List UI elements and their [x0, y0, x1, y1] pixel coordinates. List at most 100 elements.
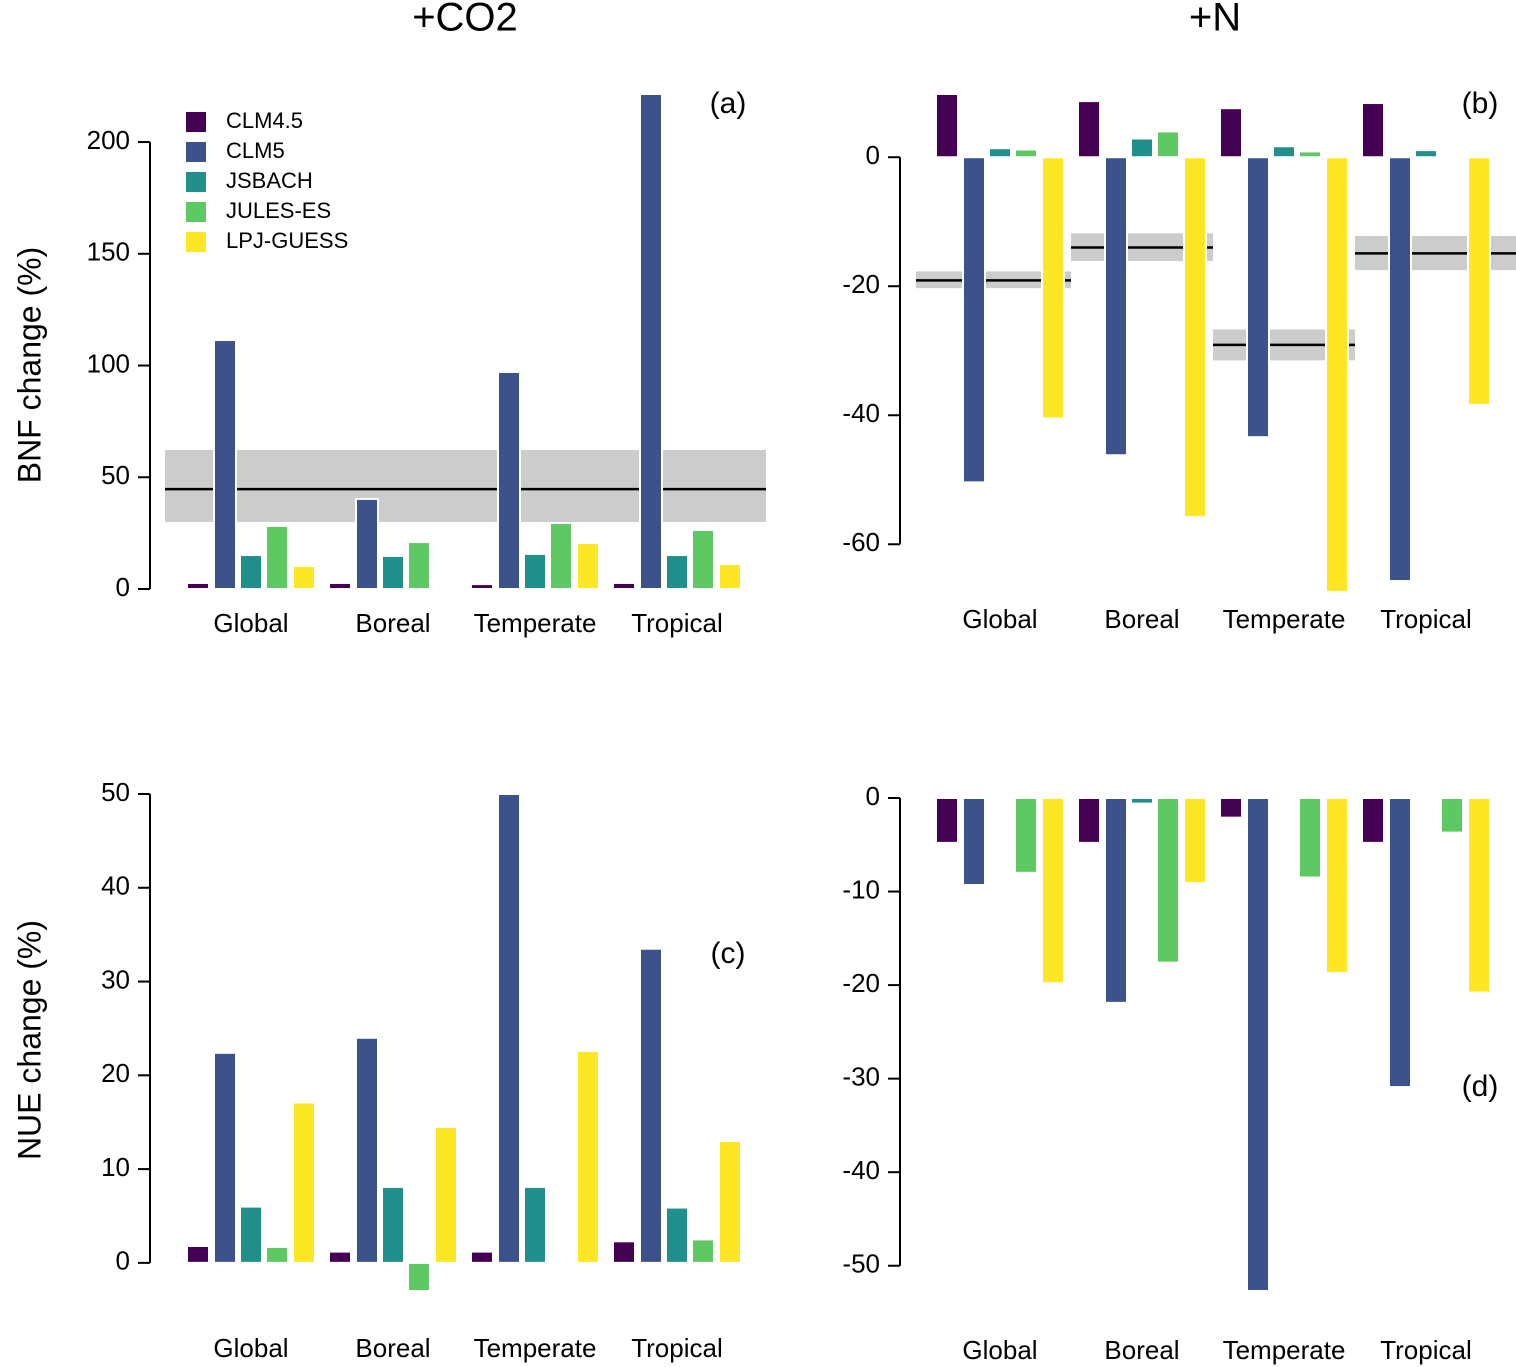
bar — [265, 524, 289, 590]
y-tick-label: -20 — [842, 968, 880, 998]
bar — [988, 797, 1012, 801]
bar — [1130, 797, 1154, 805]
y-tick-label: 0 — [866, 140, 880, 170]
bar — [691, 1238, 715, 1264]
bar — [470, 583, 494, 590]
bar — [639, 947, 663, 1264]
panel-label: (c) — [711, 937, 746, 970]
column-title: +CO2 — [412, 0, 518, 40]
bar — [292, 564, 316, 590]
y-tick-label: 40 — [101, 871, 130, 901]
legend-label: JSBACH — [226, 168, 313, 193]
bar — [665, 1206, 689, 1264]
bar — [1388, 156, 1412, 583]
x-tick-label: Global — [213, 608, 288, 638]
x-tick-label: Global — [213, 1333, 288, 1363]
reference-range — [165, 449, 766, 522]
bar — [1183, 156, 1207, 519]
x-tick-label: Boreal — [1104, 604, 1179, 634]
x-tick-label: Temperate — [474, 1333, 597, 1363]
bar — [691, 529, 715, 590]
bar — [407, 1261, 431, 1292]
x-tick-label: Temperate — [1223, 1335, 1346, 1365]
bar — [265, 1245, 289, 1264]
bar — [239, 554, 263, 591]
legend-label: CLM5 — [226, 138, 285, 163]
bar — [718, 1139, 742, 1264]
legend-label: JULES-ES — [226, 198, 331, 223]
bar — [381, 554, 405, 591]
bar — [292, 1101, 316, 1264]
bar — [1272, 145, 1296, 159]
bar — [665, 554, 689, 591]
bar — [1077, 797, 1101, 844]
y-axis-label: BNF change (%) — [11, 247, 47, 484]
x-tick-label: Boreal — [1104, 1335, 1179, 1365]
bar — [935, 797, 959, 844]
y-tick-label: 30 — [101, 964, 130, 994]
y-tick-label: 50 — [101, 777, 130, 807]
panel-label: (b) — [1462, 87, 1499, 120]
y-tick-label: 20 — [101, 1058, 130, 1088]
bar — [1361, 797, 1385, 844]
bar — [1041, 797, 1065, 985]
bar — [328, 1250, 352, 1264]
bar — [1130, 137, 1154, 159]
y-tick-label: -60 — [842, 527, 880, 557]
bar — [186, 581, 210, 590]
bar — [213, 1051, 237, 1264]
y-tick-label: -40 — [842, 1155, 880, 1185]
bar — [1388, 797, 1412, 1089]
y-tick-label: -20 — [842, 269, 880, 299]
bar — [1219, 107, 1243, 159]
bar — [639, 93, 663, 590]
bar — [1246, 797, 1270, 1292]
y-tick-label: -50 — [842, 1249, 880, 1279]
bar — [935, 93, 959, 159]
y-tick-label: 0 — [866, 781, 880, 811]
legend-swatch — [186, 232, 206, 252]
bar — [962, 797, 986, 886]
bar — [434, 1125, 458, 1264]
x-tick-label: Tropical — [1380, 1335, 1472, 1365]
panel-label: (a) — [710, 87, 747, 120]
legend-label: LPJ-GUESS — [226, 228, 348, 253]
y-tick-label: 0 — [116, 1246, 130, 1276]
bar — [213, 339, 237, 590]
bar — [1077, 100, 1101, 159]
y-tick-label: 10 — [101, 1152, 130, 1182]
x-tick-label: Tropical — [631, 608, 723, 638]
legend-swatch — [186, 172, 206, 192]
y-tick-label: 150 — [87, 237, 130, 267]
legend-swatch — [186, 142, 206, 162]
y-tick-label: 200 — [87, 125, 130, 155]
y-tick-label: -10 — [842, 874, 880, 904]
bar — [523, 552, 547, 591]
bar — [576, 1049, 600, 1264]
bar — [381, 1185, 405, 1264]
y-tick-label: 50 — [101, 460, 130, 490]
bar — [549, 522, 573, 590]
bar — [1440, 154, 1464, 159]
bar — [355, 497, 379, 591]
bar — [523, 1185, 547, 1264]
bar — [470, 1250, 494, 1264]
bar — [1440, 797, 1464, 834]
bar — [1414, 149, 1438, 159]
x-tick-label: Tropical — [631, 1333, 723, 1363]
column-title: +N — [1189, 0, 1241, 40]
panel-label: (d) — [1462, 1070, 1499, 1103]
bar — [1156, 130, 1180, 159]
bar — [1104, 156, 1128, 457]
bar — [1298, 797, 1322, 879]
bar — [612, 581, 636, 590]
y-tick-label: -40 — [842, 398, 880, 428]
bar — [1183, 797, 1207, 885]
bar — [1246, 156, 1270, 439]
bar — [1467, 797, 1491, 994]
bar — [576, 541, 600, 590]
y-tick-label: 0 — [116, 572, 130, 602]
bar — [1014, 797, 1038, 874]
